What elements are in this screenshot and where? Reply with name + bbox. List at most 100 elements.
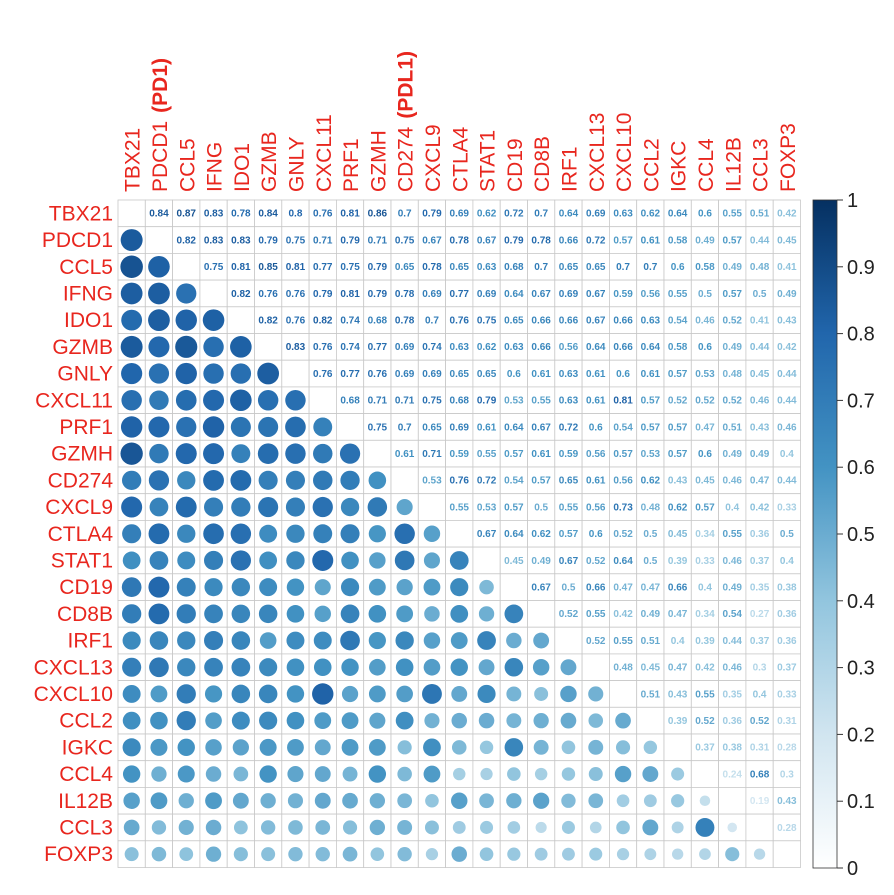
correlation-value-label: 0.58: [668, 235, 688, 246]
correlation-circle: [450, 658, 468, 676]
grid-cell: [636, 653, 665, 682]
correlation-circle: [314, 766, 331, 782]
grid-cell: [527, 359, 556, 388]
grid-cell: [772, 626, 801, 655]
grid-cell: [144, 226, 174, 254]
column-label: CXCL11: [313, 114, 336, 192]
correlation-value-label: 0.71: [422, 449, 442, 460]
row-label: CD8B: [57, 603, 113, 626]
correlation-circle: [122, 711, 141, 730]
correlation-circle: [259, 524, 278, 543]
correlation-value-label: 0.82: [258, 315, 278, 326]
correlation-circle: [231, 444, 251, 464]
grid-cell: [772, 306, 801, 334]
correlation-circle: [589, 847, 603, 861]
correlation-value-label: 0.57: [668, 422, 688, 433]
correlation-circle: [285, 416, 306, 438]
grid-cell: [745, 333, 774, 361]
correlation-circle: [231, 684, 251, 704]
grid-cell: [281, 306, 310, 334]
correlation-circle: [340, 524, 360, 544]
correlation-value-label: 0.53: [422, 476, 442, 487]
grid-cell: [663, 439, 692, 468]
grid-cell: [636, 359, 665, 388]
correlation-circle: [121, 496, 143, 518]
grid-cell: [690, 600, 719, 628]
grid-cell: [718, 306, 747, 334]
correlation-circle: [424, 713, 440, 729]
correlation-value-label: 0.49: [641, 609, 661, 620]
grid-cell: [772, 439, 801, 468]
correlation-value-label: 0.6: [698, 449, 712, 460]
correlation-circle: [368, 578, 386, 596]
correlation-circle: [258, 604, 278, 624]
grid-cell: [472, 279, 501, 308]
correlation-value-label: 0.43: [777, 315, 797, 326]
correlation-circle: [175, 389, 197, 411]
correlation-circle: [394, 550, 415, 571]
grid-cell: [718, 653, 747, 682]
correlation-circle: [397, 793, 413, 809]
correlation-circle: [313, 524, 333, 544]
correlation-value-label: 0.74: [340, 342, 360, 353]
correlation-circle: [120, 442, 143, 465]
correlation-value-label: 0.57: [613, 449, 633, 460]
correlation-value-label: 0.68: [368, 315, 388, 326]
correlation-value-label: 0.39: [695, 636, 715, 647]
grid-cell: [745, 226, 774, 254]
correlation-circle: [727, 822, 738, 833]
colorbar-tick-label: 1: [847, 190, 858, 212]
grid-cell: [609, 546, 638, 575]
correlation-circle: [616, 794, 630, 808]
grid-cell: [772, 787, 801, 815]
grid-cell: [609, 680, 638, 708]
grid-cell: [745, 813, 774, 842]
correlation-circle: [367, 497, 388, 517]
correlation-circle: [368, 631, 386, 650]
correlation-circle: [257, 390, 279, 411]
correlation-circle: [450, 632, 468, 649]
correlation-value-label: 0.34: [695, 529, 715, 540]
correlation-circle: [233, 820, 248, 835]
correlation-value-label: 0.82: [313, 315, 333, 326]
correlation-circle: [178, 819, 194, 836]
correlation-value-label: 0.42: [777, 209, 797, 220]
grid-cell: [609, 226, 638, 254]
correlation-circle: [313, 658, 332, 677]
correlation-value-label: 0.69: [477, 289, 497, 300]
correlation-value-label: 0.81: [340, 209, 360, 220]
correlation-circle: [340, 630, 360, 651]
grid-cell: [417, 333, 446, 361]
correlation-value-label: 0.57: [641, 396, 661, 407]
column-label: PRF1: [340, 138, 363, 192]
grid-cell: [636, 226, 665, 254]
correlation-value-label: 0.46: [777, 422, 797, 433]
correlation-circle: [121, 362, 143, 385]
correlation-value-label: 0.68: [450, 396, 470, 407]
colorbar-tick-label: 0.2: [847, 724, 875, 746]
correlation-value-label: 0.61: [641, 369, 661, 380]
correlation-value-label: 0.77: [450, 289, 470, 300]
correlation-value-label: 0.76: [286, 289, 306, 300]
grid-cell: [581, 653, 610, 682]
correlation-value-label: 0.53: [641, 449, 661, 460]
correlation-value-label: 0.49: [750, 449, 770, 460]
grid-cell: [690, 733, 719, 762]
correlation-value-label: 0.59: [450, 449, 470, 460]
correlation-circle: [230, 469, 252, 491]
grid-cell: [745, 626, 774, 655]
correlation-circle: [479, 740, 494, 755]
correlation-value-label: 0.75: [204, 262, 224, 273]
correlation-value-label: 0.57: [504, 502, 524, 513]
column-label: GNLY: [285, 136, 308, 192]
correlation-value-label: 0.51: [641, 636, 661, 647]
correlation-circle: [396, 685, 413, 703]
correlation-value-label: 0.67: [531, 422, 551, 433]
correlation-value-label: 0.5: [780, 529, 794, 540]
grid-cell: [472, 199, 501, 228]
grid-cell: [636, 439, 665, 468]
correlation-circle: [341, 658, 359, 676]
correlation-circle: [259, 738, 277, 756]
correlation-circle: [313, 470, 333, 491]
correlation-circle: [314, 739, 331, 756]
